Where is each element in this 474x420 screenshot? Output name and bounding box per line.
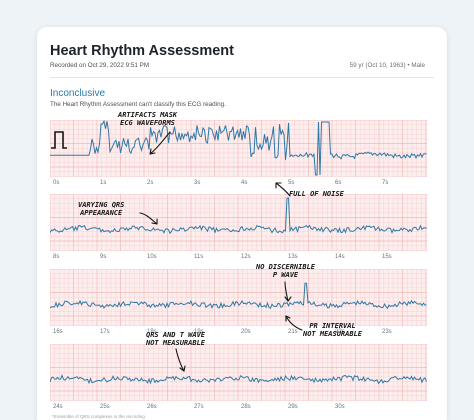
ecg-strip-3-ticks: 16s 17s 18s 19s 20s 21s 22s 23s: [50, 329, 427, 338]
time-tick: 15s: [382, 254, 392, 260]
result-description: The Heart Rhythm Assessment can't classi…: [50, 101, 226, 108]
ecg-strip-3: [50, 269, 427, 326]
calibration-pulse-icon: [51, 131, 67, 149]
time-tick: 13s: [288, 254, 298, 260]
time-tick: 7s: [382, 180, 389, 186]
ecg-strip-2-ticks: 8s 9s 10s 11s 12s 13s 14s 15s: [50, 254, 427, 263]
time-tick: 8s: [53, 254, 60, 260]
annotation-qrs: VARYING QRS APPEARANCE: [78, 201, 125, 217]
annotation-qrs-t: QRS AND T WAVE NOT MEASURABLE: [146, 331, 206, 347]
time-tick: 18s: [147, 329, 157, 335]
time-tick: 19s: [194, 329, 204, 335]
annotation-artifacts: ARTIFACTS MASK ECG WAVEFORMS: [118, 111, 178, 127]
time-tick: 30s: [335, 404, 345, 410]
ecg-strip-1: [50, 120, 427, 177]
time-tick: 6s: [335, 180, 342, 186]
time-tick: 16s: [53, 329, 63, 335]
ecg-trace-line: [50, 282, 427, 310]
page-title: Heart Rhythm Assessment: [50, 43, 234, 59]
time-tick: 21s: [288, 329, 298, 335]
time-tick: 22s: [335, 329, 345, 335]
header-divider: [50, 77, 434, 78]
result-label: Inconclusive: [50, 88, 106, 99]
time-tick: 29s: [288, 404, 298, 410]
ecg-strip-4: [50, 344, 427, 401]
time-tick: 24s: [53, 404, 63, 410]
time-tick: 4s: [241, 180, 248, 186]
footer-note: *Ensemble of QRS complexes in the record…: [52, 414, 145, 419]
ecg-strip-2: [50, 194, 427, 251]
time-tick: 27s: [194, 404, 204, 410]
time-tick: 20s: [241, 329, 251, 335]
annotation-noise: FULL OF NOISE: [289, 190, 344, 198]
time-tick: 3s: [194, 180, 201, 186]
ecg-strip-4-ticks: 24s 25s 26s 27s 28s 29s 30s: [50, 404, 427, 413]
time-tick: 28s: [241, 404, 251, 410]
annotation-pr-interval: PR INTERVAL NOT MEASURABLE: [303, 322, 363, 338]
ecg-strip-1-ticks: 0s 1s 2s 3s 4s 5s 6s 7s: [50, 180, 427, 189]
time-tick: 23s: [382, 329, 392, 335]
time-tick: 0s: [53, 180, 60, 186]
time-tick: 11s: [194, 254, 204, 260]
ecg-trace-line: [50, 374, 427, 385]
recorded-timestamp: Recorded on Oct 29, 2022 9:51 PM: [50, 62, 150, 69]
time-tick: 12s: [241, 254, 251, 260]
ecg-trace-line: [50, 197, 427, 235]
ecg-trace-line: [50, 120, 427, 176]
time-tick: 10s: [147, 254, 157, 260]
time-tick: 17s: [100, 329, 110, 335]
annotation-p-wave: NO DISCERNIBLE P WAVE: [256, 263, 316, 279]
time-tick: 5s: [288, 180, 295, 186]
time-tick: 2s: [147, 180, 154, 186]
time-tick: 9s: [100, 254, 107, 260]
time-tick: 14s: [335, 254, 345, 260]
patient-info: 59 yr (Oct 10, 1963) • Male: [349, 62, 425, 69]
time-tick: 1s: [100, 180, 107, 186]
time-tick: 26s: [147, 404, 157, 410]
time-tick: 25s: [100, 404, 110, 410]
